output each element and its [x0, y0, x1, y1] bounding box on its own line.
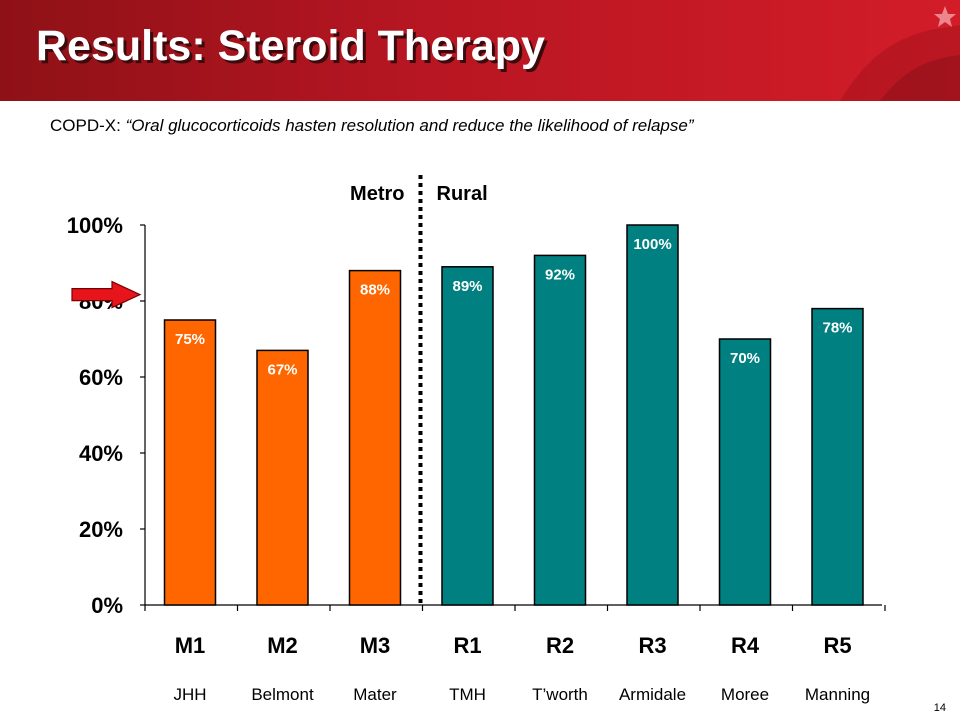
data-label: 89%: [452, 278, 482, 295]
slide-header: Results: Steroid Therapy: [0, 0, 960, 101]
category-label: M3: [360, 633, 391, 658]
y-tick-label: 60%: [79, 365, 123, 390]
data-label: 78%: [822, 320, 852, 337]
subtitle-prefix: COPD-X:: [50, 116, 126, 135]
category-label: R3: [638, 633, 666, 658]
bar-M1: [163, 319, 217, 606]
y-tick-label: 100%: [67, 213, 123, 238]
target-arrow-icon: [71, 280, 142, 309]
y-tick-label: 0%: [91, 593, 123, 618]
page-number: 14: [933, 702, 946, 714]
site-label: JHH: [173, 685, 206, 704]
bar-R2: [533, 254, 587, 606]
data-label: 88%: [360, 282, 390, 299]
region-label-rural: Rural: [437, 183, 488, 205]
bar-R1: [441, 266, 494, 606]
subtitle-quote: “Oral glucocorticoids hasten resolution …: [125, 116, 694, 135]
header-decoration: [840, 6, 960, 101]
data-label: 75%: [175, 331, 205, 348]
site-label: Armidale: [619, 685, 686, 704]
bar-R3: [626, 224, 679, 606]
site-label: TMH: [449, 685, 486, 704]
category-label: R2: [546, 633, 574, 658]
site-label: Belmont: [251, 685, 314, 704]
category-label: R4: [731, 633, 760, 658]
y-tick-label: 40%: [79, 441, 123, 466]
data-label: 67%: [267, 361, 297, 378]
category-label: R1: [453, 633, 481, 658]
site-label: T’worth: [532, 685, 588, 704]
data-label: 92%: [545, 266, 575, 283]
category-label: M2: [267, 633, 298, 658]
star-icon: [934, 6, 956, 27]
bar-M3: [348, 269, 402, 606]
data-label: 70%: [730, 350, 760, 367]
slide-title: Results: Steroid Therapy: [36, 22, 545, 70]
category-label: R5: [823, 633, 851, 658]
slide-subtitle: COPD-X: “Oral glucocorticoids hasten res…: [50, 116, 694, 136]
site-label: Mater: [353, 685, 397, 704]
data-label: 100%: [633, 236, 671, 253]
bar-R5: [811, 307, 864, 606]
region-label-metro: Metro: [350, 183, 404, 205]
bar-R4: [718, 338, 772, 606]
site-label: Moree: [721, 685, 769, 704]
site-label: Manning: [805, 685, 870, 704]
y-tick-label: 20%: [79, 517, 123, 542]
bar-M2: [256, 349, 309, 606]
category-label: M1: [175, 633, 206, 658]
